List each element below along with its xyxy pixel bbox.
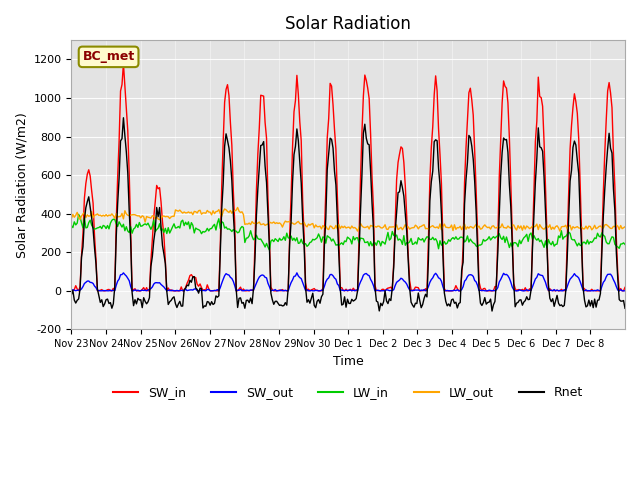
- LW_out: [546, 222, 554, 228]
- LW_in: [355, 240, 363, 246]
- LW_out: [620, 225, 627, 230]
- SW_out: [86, 279, 94, 285]
- SW_out: [463, 274, 471, 279]
- Rnet: [488, 308, 496, 314]
- X-axis label: Time: Time: [333, 355, 364, 368]
- SW_in: [621, 285, 629, 290]
- SW_in: [104, 287, 111, 293]
- SW_in: [68, 288, 76, 294]
- Legend: SW_in, SW_out, LW_in, LW_out, Rnet: SW_in, SW_out, LW_in, LW_out, Rnet: [108, 381, 588, 404]
- Rnet: [547, 299, 555, 304]
- Text: BC_met: BC_met: [83, 50, 135, 63]
- Rnet: [120, 115, 127, 120]
- Rnet: [104, 296, 111, 302]
- Line: Rnet: Rnet: [72, 118, 625, 311]
- Rnet: [86, 204, 94, 210]
- SW_out: [293, 270, 301, 276]
- LW_in: [620, 240, 627, 246]
- LW_out: [86, 213, 94, 218]
- LW_out: [354, 228, 362, 234]
- LW_out: [68, 216, 76, 222]
- SW_in: [618, 288, 626, 294]
- LW_in: [75, 212, 83, 217]
- LW_in: [105, 226, 113, 232]
- SW_out: [546, 288, 554, 293]
- SW_in: [86, 173, 94, 179]
- LW_out: [104, 213, 111, 219]
- Rnet: [620, 298, 627, 303]
- LW_out: [556, 228, 564, 234]
- LW_in: [621, 241, 629, 247]
- LW_in: [266, 247, 273, 253]
- Rnet: [621, 305, 629, 311]
- Bar: [72, 40, 625, 175]
- LW_in: [88, 222, 95, 228]
- Y-axis label: Solar Radiation (W/m2): Solar Radiation (W/m2): [15, 112, 28, 258]
- SW_in: [354, 286, 362, 292]
- SW_out: [104, 288, 111, 294]
- Line: LW_out: LW_out: [72, 207, 625, 231]
- SW_out: [618, 288, 626, 294]
- Rnet: [354, 288, 362, 294]
- SW_out: [621, 288, 629, 294]
- SW_in: [546, 286, 554, 291]
- Line: LW_in: LW_in: [72, 215, 625, 250]
- LW_in: [68, 223, 76, 228]
- Rnet: [68, 292, 76, 298]
- SW_out: [68, 288, 76, 294]
- SW_in: [120, 61, 127, 67]
- Line: SW_in: SW_in: [72, 64, 625, 291]
- LW_out: [621, 224, 629, 229]
- SW_out: [354, 288, 362, 294]
- Title: Solar Radiation: Solar Radiation: [285, 15, 411, 33]
- LW_out: [234, 204, 241, 210]
- LW_in: [547, 242, 555, 248]
- Rnet: [463, 159, 471, 165]
- Line: SW_out: SW_out: [72, 273, 625, 291]
- Bar: [72, 175, 625, 252]
- SW_in: [463, 118, 471, 124]
- LW_out: [463, 224, 471, 230]
- LW_in: [465, 239, 473, 245]
